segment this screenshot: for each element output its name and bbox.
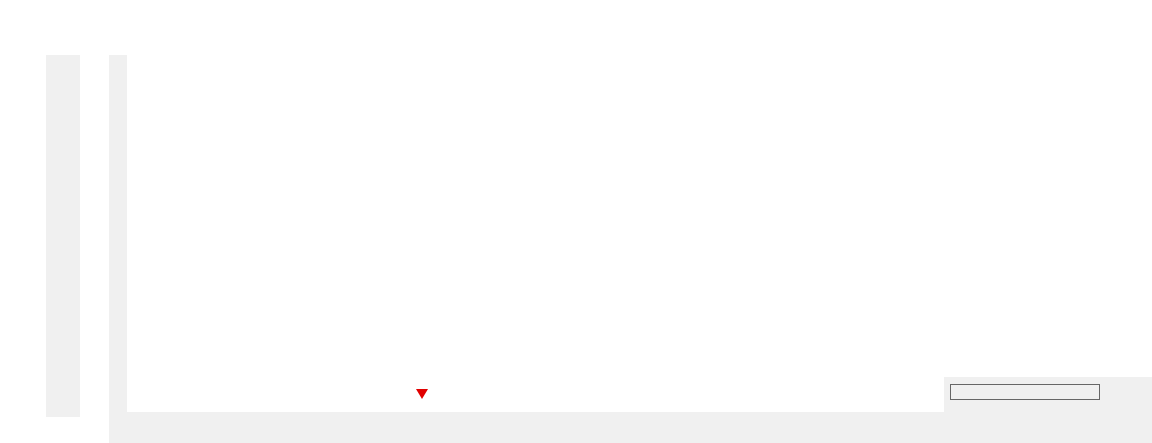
cloud-density-colorbar — [950, 384, 1100, 400]
colorbar-backdrop — [944, 377, 1152, 443]
precipitation-swatch — [130, 388, 160, 401]
freezing-rain-icon — [416, 389, 428, 399]
axis-strip-left-temp — [46, 55, 80, 417]
showers-swatch — [281, 388, 311, 401]
axis-strip-left-mm — [109, 55, 127, 417]
